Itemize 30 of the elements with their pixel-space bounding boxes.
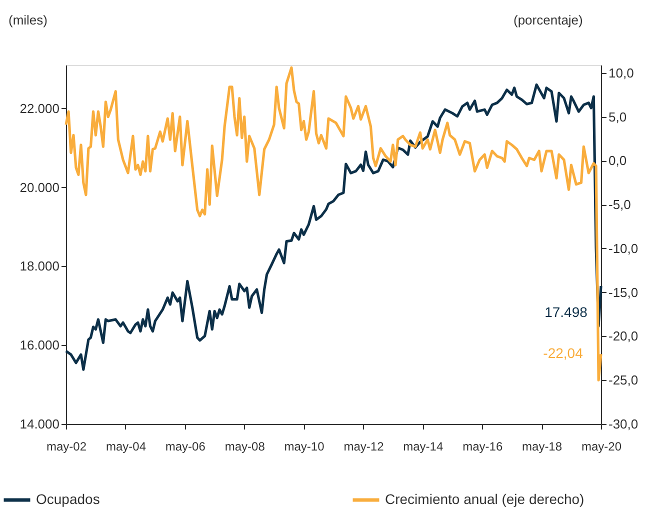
- y-tick-label: 14.000: [20, 416, 60, 432]
- x-tick-label: may-12: [344, 440, 384, 454]
- x-tick-label: may-02: [46, 440, 87, 454]
- y2-tick-label: 5,0: [608, 109, 627, 124]
- y2-tick-label: -5,0: [608, 197, 631, 212]
- y2-tick-label: -15,0: [608, 284, 638, 300]
- x-tick-label: may-14: [403, 440, 444, 454]
- y2-tick-label: -10,0: [608, 240, 638, 256]
- x-tick-label: may-04: [106, 440, 146, 454]
- y2-tick-label: 10,0: [608, 65, 634, 80]
- x-tick-label: may-20: [581, 440, 622, 454]
- y2-tick-label: -25,0: [608, 372, 638, 388]
- y2-tick-label: -30,0: [608, 416, 638, 432]
- y-tick-label: 22.000: [20, 100, 60, 116]
- y-tick-label: 16.000: [20, 338, 60, 353]
- x-tick-label: may-18: [522, 440, 562, 454]
- y2-axis-title: (porcentaje): [514, 12, 583, 28]
- annotation: 17.498: [544, 304, 588, 320]
- y2-tick-label: -20,0: [608, 328, 638, 344]
- annotation: -22,04: [543, 345, 584, 362]
- x-tick-label: may-16: [462, 440, 503, 454]
- x-tick-label: may-08: [224, 440, 266, 454]
- y-tick-label: 18.000: [20, 258, 60, 274]
- legend-label: Ocupados: [36, 491, 100, 507]
- y-axis-title: (miles): [8, 12, 48, 28]
- x-tick-label: may-06: [165, 440, 206, 454]
- x-tick-label: may-10: [284, 440, 325, 454]
- legend-label: Crecimiento anual (eje derecho): [385, 491, 584, 507]
- y-tick-label: 20.000: [20, 180, 60, 195]
- y2-tick-label: 0,0: [608, 153, 627, 168]
